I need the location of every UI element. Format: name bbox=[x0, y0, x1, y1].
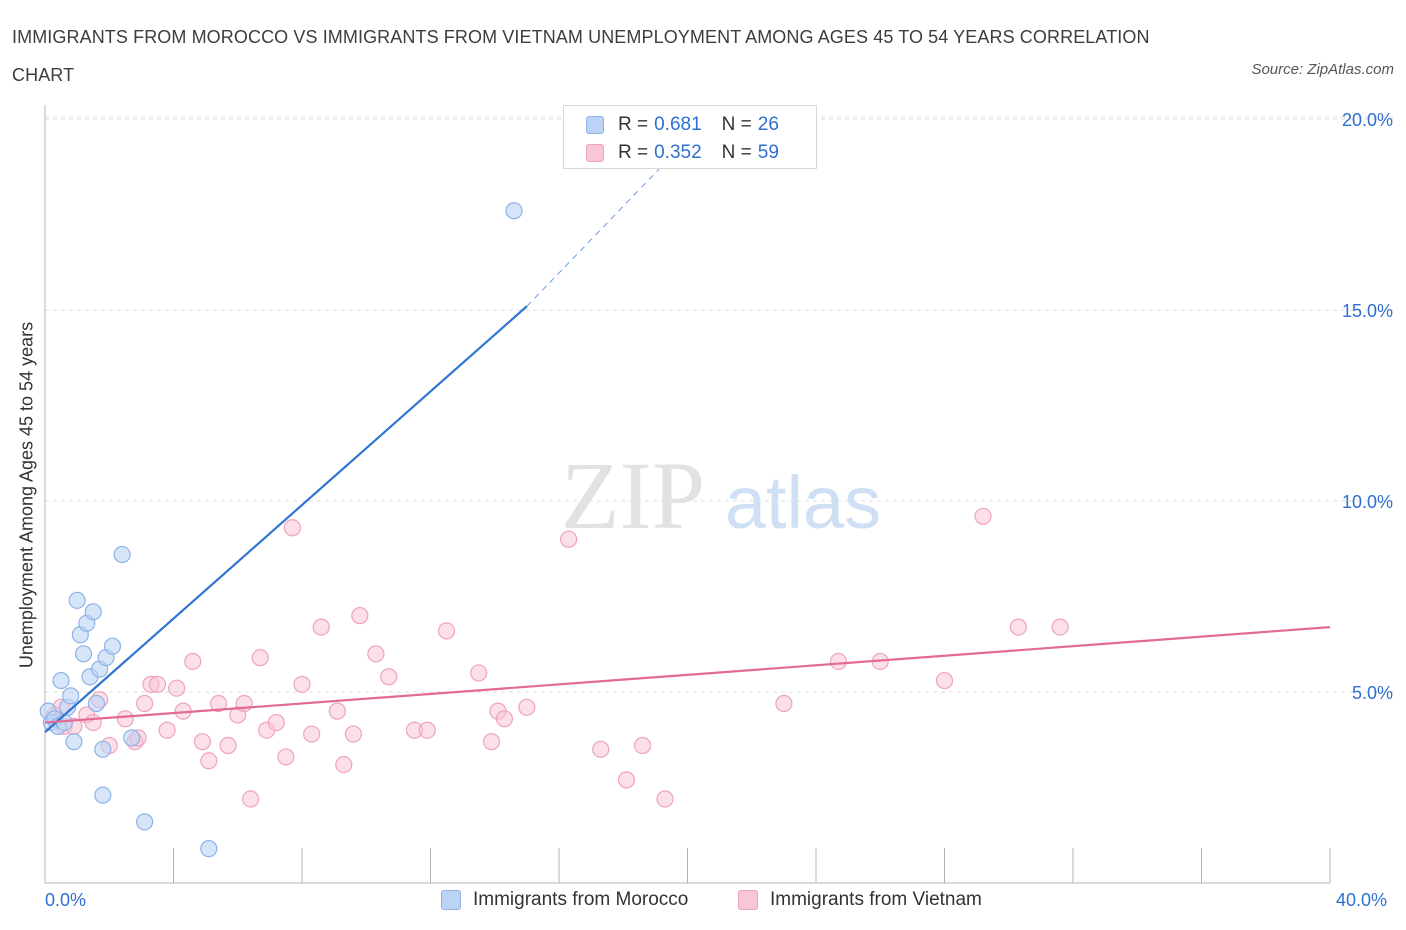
vietnam-point bbox=[277, 748, 295, 766]
morocco-point bbox=[94, 740, 112, 758]
vietnam-point bbox=[335, 755, 353, 774]
vietnam-point bbox=[592, 740, 610, 758]
y-tick-labels: 5.0% 10.0% 15.0% 20.0% bbox=[1342, 110, 1393, 703]
vietnam-point bbox=[560, 530, 578, 548]
n-value-morocco: 26 bbox=[757, 114, 779, 135]
vietnam-point bbox=[351, 607, 369, 625]
vietnam-point bbox=[158, 721, 176, 739]
legend-item-morocco[interactable]: Immigrants from Morocco bbox=[441, 889, 688, 911]
n-label: N = bbox=[721, 114, 752, 135]
r-label: R = bbox=[618, 114, 649, 135]
legend-label-morocco: Immigrants from Morocco bbox=[473, 889, 689, 910]
vietnam-point bbox=[344, 725, 362, 743]
vietnam-point bbox=[283, 519, 301, 537]
vietnam-point bbox=[312, 618, 330, 636]
vietnam-point bbox=[219, 736, 237, 755]
x-tick-label-min: 0.0% bbox=[45, 890, 87, 910]
vietnam-point bbox=[418, 721, 436, 739]
n-value-vietnam: 59 bbox=[757, 142, 779, 163]
morocco-point bbox=[94, 786, 112, 804]
vietnam-point bbox=[267, 713, 285, 732]
morocco-swatch bbox=[586, 116, 604, 134]
vietnam-point bbox=[328, 702, 346, 720]
chart-title: IMMIGRANTS FROM MOROCCO VS IMMIGRANTS FR… bbox=[12, 27, 1150, 85]
morocco-point bbox=[62, 687, 80, 705]
vietnam-point bbox=[251, 649, 269, 667]
gridlines bbox=[45, 116, 1395, 693]
morocco-trend-line bbox=[44, 305, 528, 733]
vietnam-swatch bbox=[738, 890, 758, 910]
vietnam-point bbox=[482, 733, 501, 751]
vietnam-point bbox=[617, 771, 636, 789]
vietnam-point bbox=[775, 694, 793, 713]
vietnam-point bbox=[633, 736, 652, 755]
y-tick-label: 10.0% bbox=[1342, 492, 1393, 512]
vietnam-point bbox=[293, 675, 311, 693]
morocco-point bbox=[505, 202, 523, 220]
vietnam-point bbox=[200, 752, 218, 770]
vietnam-point bbox=[168, 679, 186, 697]
x-tick-label-max: 40.0% bbox=[1336, 890, 1388, 910]
morocco-point bbox=[65, 733, 83, 751]
series-legend: Immigrants from Morocco Immigrants from … bbox=[0, 889, 1406, 915]
trend-lines bbox=[44, 122, 1331, 733]
vietnam-point bbox=[437, 622, 456, 640]
vietnam-point bbox=[974, 507, 992, 525]
vietnam-swatch bbox=[586, 144, 604, 162]
r-value-morocco: 0.681 bbox=[654, 114, 702, 135]
watermark-atlas: atlas bbox=[725, 461, 881, 544]
r-label: R = bbox=[618, 142, 649, 163]
vietnam-point bbox=[380, 668, 398, 686]
legend-label-vietnam: Immigrants from Vietnam bbox=[770, 889, 982, 910]
correlation-legend: R = 0.681 N = 26 R = 0.352 N = 59 bbox=[563, 105, 817, 169]
vietnam-point bbox=[84, 713, 102, 732]
vietnam-point bbox=[116, 710, 134, 728]
vietnam-point bbox=[135, 694, 154, 713]
axes bbox=[44, 105, 1331, 884]
source-label: Source: ZipAtlas.com bbox=[1251, 61, 1394, 78]
morocco-point bbox=[68, 591, 86, 609]
watermark: ZIP atlas bbox=[561, 442, 881, 549]
vietnam-point bbox=[656, 790, 674, 808]
r-value-vietnam: 0.352 bbox=[654, 142, 702, 163]
vietnam-point bbox=[518, 698, 536, 716]
vietnam-point bbox=[303, 725, 321, 743]
morocco-point bbox=[113, 545, 131, 564]
vietnam-point bbox=[935, 671, 954, 690]
vietnam-point bbox=[1051, 618, 1069, 636]
vietnam-point bbox=[367, 645, 385, 663]
vietnam-point bbox=[242, 790, 260, 808]
morocco-point bbox=[84, 603, 102, 621]
watermark-zip: ZIP bbox=[561, 442, 705, 549]
vietnam-point bbox=[209, 694, 228, 713]
vietnam-point bbox=[470, 664, 488, 682]
morocco-point bbox=[123, 729, 141, 747]
y-tick-label: 15.0% bbox=[1342, 301, 1393, 321]
legend-row-vietnam: R = 0.352 N = 59 bbox=[586, 141, 779, 165]
vietnam-point bbox=[193, 733, 212, 751]
y-tick-label: 20.0% bbox=[1342, 110, 1393, 130]
morocco-point bbox=[52, 671, 70, 690]
vietnam-point bbox=[829, 652, 848, 671]
morocco-point bbox=[200, 840, 218, 858]
legend-row-morocco: R = 0.681 N = 26 bbox=[586, 113, 779, 137]
n-label: N = bbox=[721, 142, 752, 163]
y-tick-label: 5.0% bbox=[1352, 683, 1393, 703]
vietnam-point bbox=[495, 710, 513, 728]
morocco-swatch bbox=[441, 890, 461, 910]
vietnam-point bbox=[148, 675, 167, 693]
morocco-point bbox=[87, 694, 106, 713]
morocco-point bbox=[135, 813, 154, 831]
vietnam-trend-line bbox=[44, 625, 1331, 724]
vietnam-point bbox=[184, 652, 202, 671]
vietnam-point bbox=[1009, 618, 1027, 636]
morocco-point bbox=[74, 645, 93, 663]
morocco-point bbox=[103, 637, 122, 655]
legend-item-vietnam[interactable]: Immigrants from Vietnam bbox=[738, 889, 982, 911]
y-axis-label: Unemployment Among Ages 45 to 54 years bbox=[16, 321, 37, 669]
